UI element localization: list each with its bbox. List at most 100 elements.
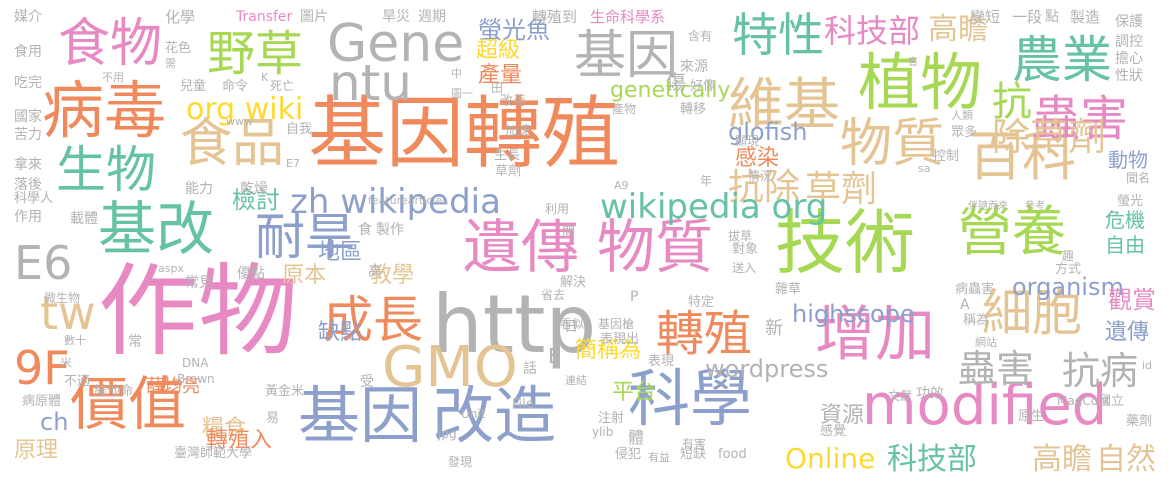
cloud-word: 蟲害 — [1032, 91, 1129, 147]
cloud-word: 科學人 — [14, 191, 54, 206]
cloud-word: 短缺 — [680, 447, 707, 462]
cloud-word: Online — [785, 442, 876, 475]
cloud-word: wikipedia org — [600, 187, 828, 227]
cloud-word: 產物 — [612, 102, 637, 116]
cloud-word: 體 — [628, 428, 645, 447]
cloud-word: 危機 — [1105, 208, 1145, 232]
cloud-word: 擔心 — [1115, 51, 1143, 67]
cloud-word: 功效 — [916, 386, 944, 402]
cloud-word: 能力 — [185, 181, 213, 197]
cloud-word: tw — [40, 286, 96, 340]
cloud-word: 基因 — [298, 379, 423, 452]
cloud-word: 一段 — [1012, 8, 1043, 26]
cloud-word: 抗 — [992, 79, 1032, 125]
cloud-word: P — [630, 289, 639, 305]
cloud-word: 特性 — [732, 8, 824, 62]
cloud-word: 網站 — [975, 336, 997, 349]
cloud-word: wordpress — [705, 355, 829, 383]
cloud-word: 化學 — [165, 8, 196, 26]
cloud-word: 控制 — [933, 149, 960, 164]
cloud-word: Brown — [177, 372, 215, 386]
cloud-word: 原本 — [282, 263, 327, 288]
cloud-word: highscope — [792, 300, 915, 328]
cloud-word: 載體 — [70, 211, 98, 227]
cloud-word: 趣 — [1062, 249, 1075, 263]
cloud-word: 製造 — [1070, 8, 1101, 26]
cloud-word: 眾多 — [951, 125, 978, 140]
cloud-word: 改善 — [500, 94, 527, 109]
cloud-word: 好像 — [690, 79, 717, 94]
cloud-word: 數十 — [64, 334, 86, 347]
cloud-word: 作用 — [14, 209, 42, 225]
cloud-word: 落後 — [14, 177, 42, 193]
cloud-word: ylib — [592, 425, 614, 439]
cloud-word: 話 — [523, 361, 537, 377]
cloud-word: A9 — [614, 179, 629, 192]
cloud-word: 變短 — [970, 8, 1001, 26]
cloud-word: 缺點 — [318, 320, 363, 345]
cloud-word: 需 — [165, 57, 176, 70]
cloud-word: 生物 — [56, 141, 156, 199]
cloud-word: 遺傳 — [1105, 320, 1150, 345]
cloud-word: 基因槍 — [598, 317, 635, 331]
cloud-word: 看似 — [560, 317, 585, 331]
cloud-word: zh wikipedia — [290, 182, 501, 222]
cloud-word: Gene — [327, 14, 465, 74]
cloud-word: 技術 — [775, 202, 915, 284]
cloud-word: 方式 — [1055, 262, 1082, 277]
cloud-word: 黃金米 — [265, 384, 305, 399]
cloud-word: www — [226, 115, 253, 128]
cloud-word: 細胞 — [982, 284, 1082, 342]
cloud-word: 病原體 — [22, 394, 62, 409]
cloud-word: 食 — [358, 222, 372, 238]
cloud-word: 草劑 — [495, 164, 522, 179]
cloud-word: 表現出 — [600, 332, 640, 347]
cloud-word: 抗除 — [728, 167, 801, 208]
cloud-word: 聞名 — [1126, 171, 1151, 185]
cloud-word: 農業 — [1012, 31, 1112, 89]
cloud-word: glofish — [728, 118, 808, 146]
cloud-word: 書 — [908, 57, 918, 68]
cloud-word: sa — [918, 162, 931, 175]
cloud-word: aspx — [158, 262, 184, 275]
cloud-word: 食用 — [14, 44, 42, 60]
cloud-word: 新 — [765, 318, 783, 339]
cloud-word: 省去 — [541, 288, 566, 302]
cloud-word: 科技部 — [887, 442, 977, 477]
cloud-word: 解決 — [560, 275, 587, 290]
cloud-word: 蟲害 — [958, 347, 1035, 391]
cloud-word: 調控 — [1115, 34, 1143, 50]
cloud-word: featurearticles — [368, 194, 448, 207]
cloud-word: 吃完 — [14, 75, 42, 91]
cloud-word: 原生 — [1018, 409, 1045, 424]
cloud-word: 基因 — [574, 26, 679, 86]
cloud-word: 年 — [700, 174, 713, 188]
cloud-word: 百科 — [968, 125, 1076, 188]
cloud-word: K — [261, 71, 269, 84]
cloud-word: 平台 — [612, 380, 657, 405]
cloud-word: 情況 — [748, 169, 773, 183]
cloud-word: 藥劑 — [1126, 414, 1153, 429]
cloud-word: 檢討 — [232, 186, 280, 214]
cloud-word: 田 — [491, 81, 504, 95]
cloud-word: 侵犯 — [615, 447, 642, 462]
cloud-word: 週期 — [418, 9, 446, 25]
cloud-word: 優點 — [237, 266, 265, 282]
cloud-word: 草劑 — [805, 169, 878, 210]
cloud-word: 生命科學系 — [590, 8, 666, 26]
cloud-word: 雜草 — [775, 282, 802, 297]
cloud-word: 物質 — [840, 114, 945, 174]
cloud-word: 耐旱 — [255, 208, 355, 266]
cloud-word: 自我 — [286, 122, 313, 137]
cloud-word: E — [548, 344, 561, 368]
cloud-word: 螢光魚 — [478, 16, 550, 44]
cloud-word: 微生物 — [44, 291, 81, 305]
cloud-word: 基改 — [98, 195, 215, 263]
cloud-word: 拔草 — [728, 229, 753, 243]
cloud-word: 自由 — [1105, 233, 1145, 257]
cloud-word: 螢光 — [1117, 194, 1144, 209]
cloud-word: http — [432, 278, 597, 371]
cloud-word: File — [512, 397, 534, 412]
cloud-word: 感覺 — [820, 424, 847, 439]
cloud-word: 高 — [368, 264, 382, 280]
